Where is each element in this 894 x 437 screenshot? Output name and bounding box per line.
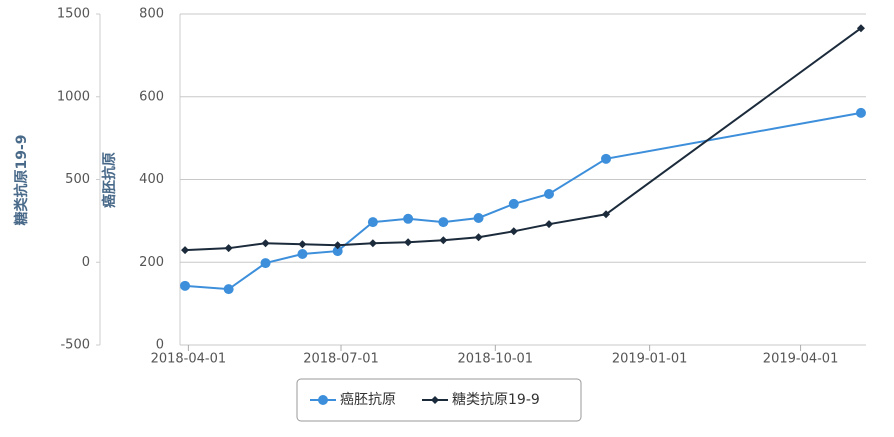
y-axis-title: 癌胚抗原 <box>101 152 118 208</box>
data-point <box>855 107 866 118</box>
legend-marker <box>318 395 328 405</box>
data-point <box>368 239 377 248</box>
data-point <box>438 217 449 228</box>
data-point <box>602 210 611 219</box>
y2-tick-label: 0 <box>82 255 90 270</box>
y2-tick-label: 1000 <box>57 89 90 104</box>
data-point <box>181 246 190 255</box>
x-tick-label: 2018-10-01 <box>458 352 534 367</box>
y2-tick-label: 500 <box>65 172 90 187</box>
data-point <box>856 24 865 33</box>
x-tick-label: 2018-04-01 <box>151 352 227 367</box>
y2-tick-label: -500 <box>60 338 90 353</box>
data-point <box>332 246 343 257</box>
data-point <box>544 220 553 229</box>
y-tick-label: 0 <box>156 338 164 353</box>
data-point <box>224 244 233 253</box>
x-tick-label: 2018-07-01 <box>303 352 379 367</box>
data-point <box>601 153 612 164</box>
legend-label: 糖类抗原19-9 <box>452 392 540 408</box>
data-point <box>474 233 483 242</box>
x-tick-label: 2019-04-01 <box>763 352 839 367</box>
y-tick-label: 200 <box>139 255 164 270</box>
data-point <box>223 284 234 295</box>
legend-marker <box>431 396 439 404</box>
data-point <box>543 188 554 199</box>
data-point <box>508 198 519 209</box>
data-point <box>298 240 307 249</box>
data-point <box>439 236 448 245</box>
series-line <box>184 27 862 252</box>
y2-tick-label: 1500 <box>57 7 90 22</box>
data-point <box>260 258 271 269</box>
x-tick-label: 2019-01-01 <box>612 352 688 367</box>
data-point <box>261 239 270 248</box>
y-tick-label: 600 <box>139 89 164 104</box>
data-point <box>367 217 378 228</box>
y-tick-label: 800 <box>139 7 164 22</box>
data-point <box>297 248 308 259</box>
data-point <box>473 212 484 223</box>
data-point <box>333 241 342 250</box>
data-point <box>403 213 414 224</box>
data-point <box>404 238 413 247</box>
y-tick-label: 400 <box>139 172 164 187</box>
data-point <box>509 227 518 236</box>
legend-label: 癌胚抗原 <box>340 392 396 408</box>
y2-axis-title: 糖类抗原19-9 <box>13 134 30 225</box>
data-point <box>180 280 191 291</box>
